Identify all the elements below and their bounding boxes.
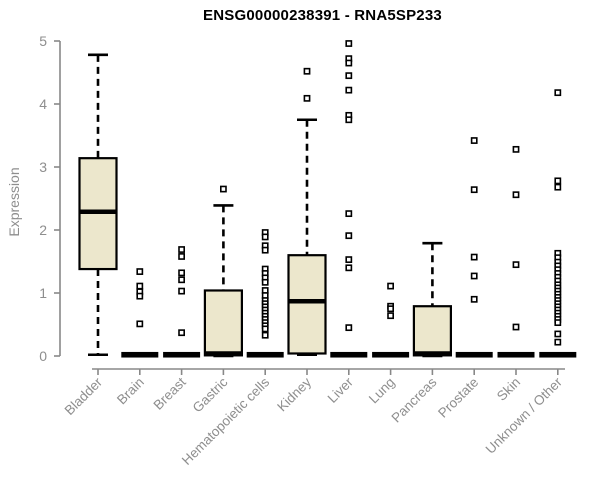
svg-text:Lung: Lung (366, 375, 398, 407)
svg-text:5: 5 (39, 33, 47, 49)
svg-text:Skin: Skin (494, 375, 523, 404)
svg-text:Liver: Liver (325, 374, 357, 406)
svg-text:3: 3 (39, 159, 47, 175)
svg-text:Pancreas: Pancreas (389, 374, 440, 425)
svg-text:Brain: Brain (114, 375, 147, 408)
svg-text:Bladder: Bladder (62, 374, 106, 418)
svg-text:Kidney: Kidney (274, 374, 314, 414)
svg-text:Unknown / Other: Unknown / Other (483, 374, 566, 457)
svg-text:1: 1 (39, 285, 47, 301)
y-axis-label: Expression (6, 167, 22, 237)
chart-title: ENSG00000238391 - RNA5SP233 (203, 7, 442, 24)
svg-text:2: 2 (39, 222, 47, 238)
svg-text:4: 4 (39, 96, 47, 112)
svg-text:Prostate: Prostate (435, 375, 481, 421)
svg-text:Gastric: Gastric (190, 374, 231, 415)
svg-text:0: 0 (39, 348, 47, 364)
svg-text:Breast: Breast (151, 374, 189, 412)
